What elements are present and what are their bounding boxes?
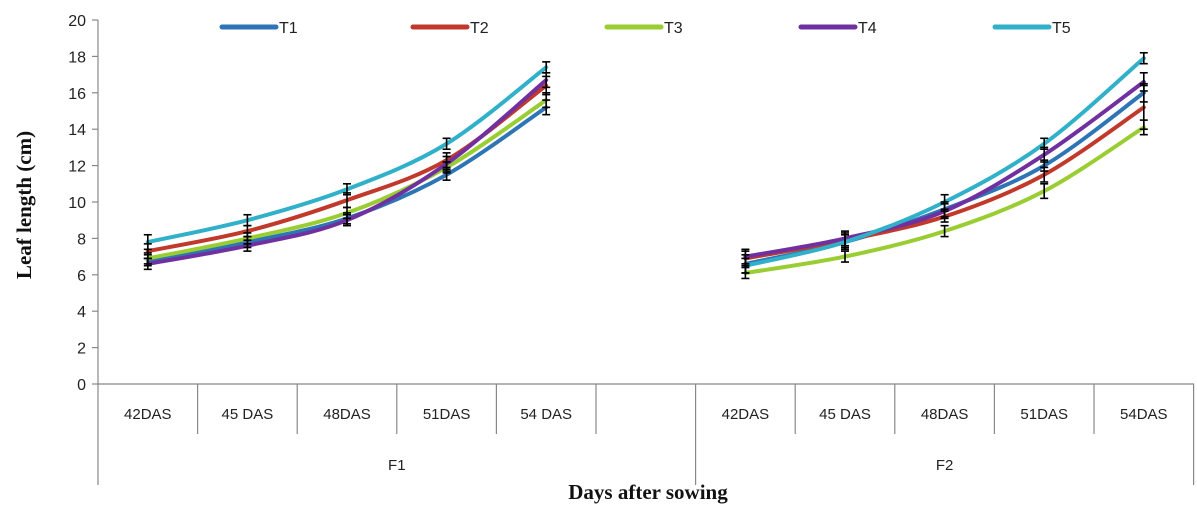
legend-label: T2 [470,20,489,37]
error-bar [940,193,949,211]
x-category-label: 51DAS [423,406,471,423]
y-tick-label: 20 [68,13,86,30]
error-bar [1040,183,1049,200]
x-category-label: 48DAS [921,406,969,423]
error-bar [542,61,551,74]
x-category-label: 54 DAS [520,406,572,423]
error-bar [442,155,451,172]
error-bar [343,213,351,227]
series-line-t1-f2 [743,90,1146,266]
error-bar [841,250,849,263]
x-group-label: F1 [388,457,406,474]
x-group-label: F2 [936,457,954,474]
axes-layer: 0 2 4 6 8 10 12 14 16 18 20 42DAS 45 DAS 48DAS 51DAS 54… [68,13,1195,485]
error-bar [1139,119,1148,136]
y-tick-label: 14 [68,122,86,139]
x-category-label: 45 DAS [222,406,274,423]
x-category-label: 45 DAS [819,406,871,423]
legend-label: T3 [664,20,683,37]
errorbar-layer [143,51,1148,280]
error-bar [243,213,252,227]
legend-item-t3: T3 [604,20,683,37]
legend-label: T4 [858,20,877,37]
error-bar [442,137,451,151]
error-bar [741,257,750,274]
x-category-label: 54DAS [1120,406,1168,423]
error-bar [1139,51,1148,65]
y-tick-label: 0 [77,377,86,394]
y-tick-label: 8 [77,231,86,248]
legend-item-t1: T1 [219,20,298,37]
legend-label: T5 [1052,20,1071,37]
y-tick-label: 2 [77,341,86,358]
y-tick-label: 10 [68,195,86,212]
y-tick-label: 4 [77,304,86,321]
error-bar [940,224,949,238]
error-bar [243,239,252,252]
error-bar [143,257,152,271]
error-bar [1040,137,1049,151]
x-category-label: 51DAS [1020,406,1068,423]
y-axis-title: Leaf length (cm) [12,131,36,279]
x-axis-title: Days after sowing [568,480,728,504]
legend-item-t2: T2 [410,20,489,37]
error-bar [1040,166,1049,183]
legend-item-t5: T5 [992,20,1071,37]
legend-item-t4: T4 [798,20,877,37]
error-bar [1139,71,1148,92]
error-bar [841,233,849,251]
error-bar [343,183,351,196]
legend: T1 T2 T3 T4 T5 [219,20,1071,37]
y-tick-label: 18 [68,49,86,66]
series-line-t4-f1 [145,78,549,266]
x-category-label: 42DAS [124,406,172,423]
series-layer [145,56,1146,275]
x-category-label: 48DAS [323,406,371,423]
legend-label: T1 [279,20,298,37]
y-tick-label: 6 [77,268,86,285]
error-bar [143,233,152,251]
series-line-t3-f1 [145,98,549,261]
error-bar [542,92,551,109]
y-tick-label: 16 [68,86,86,103]
x-category-label: 42DAS [722,406,770,423]
y-tick-label: 12 [68,159,86,176]
